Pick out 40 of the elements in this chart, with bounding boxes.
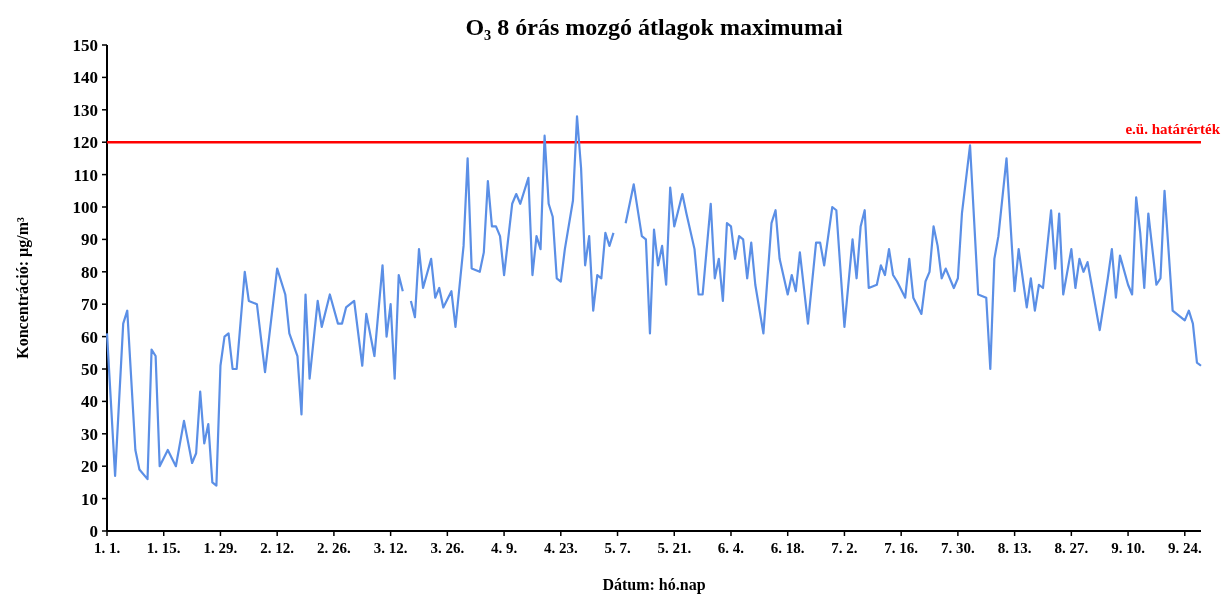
x-tick-label: 4. 9. [490, 540, 518, 556]
y-tick-label: 120 [72, 133, 98, 153]
x-tick-label: 6. 18. [770, 540, 805, 556]
chart-title: O₃ 8 órás mozgó átlagok maximumai [465, 14, 843, 40]
y-tick-label: 60 [81, 327, 98, 347]
x-tick-label: 8. 27. [1054, 540, 1089, 556]
x-tick-label: 6. 4. [717, 540, 745, 556]
y-tick-label: 110 [73, 165, 98, 185]
x-axis-title: Dátum: hó.nap [602, 576, 706, 594]
x-tick-label: 7. 16. [884, 540, 919, 556]
x-tick-label: 4. 23. [543, 540, 578, 556]
y-tick-label: 140 [72, 68, 98, 88]
y-tick-label: 90 [81, 230, 98, 250]
y-tick-label: 70 [81, 295, 98, 315]
x-tick-label: 7. 30. [941, 540, 976, 556]
y-tick-label: 50 [81, 359, 98, 379]
x-tick-label: 2. 12. [260, 540, 295, 556]
y-tick-label: 100 [72, 197, 98, 217]
y-tick-label: 130 [72, 100, 98, 120]
y-axis-title: Koncentráció: µg/m³ [14, 217, 32, 359]
y-tick-label: 80 [81, 262, 98, 282]
y-tick-label: 150 [72, 35, 98, 55]
y-tick-label: 20 [81, 457, 98, 477]
x-tick-label: 1. 1. [93, 540, 121, 556]
x-tick-label: 1. 15. [146, 540, 181, 556]
x-tick-label: 3. 26. [430, 540, 465, 556]
x-tick-label: 3. 12. [373, 540, 408, 556]
x-tick-label: 5. 21. [657, 540, 692, 556]
x-tick-label: 5. 7. [604, 540, 631, 556]
y-tick-label: 30 [81, 424, 98, 444]
ref-line-label: e.ü. határérték [1125, 121, 1221, 138]
x-tick-label: 8. 13. [997, 540, 1032, 556]
y-tick-label: 40 [81, 392, 98, 412]
x-tick-label: 9. 10. [1111, 540, 1146, 556]
x-tick-label: 9. 24. [1167, 540, 1202, 556]
y-tick-label: 10 [81, 489, 98, 509]
x-tick-label: 2. 26. [317, 540, 352, 556]
y-tick-label: 0 [89, 521, 98, 541]
x-tick-label: 7. 2. [831, 540, 858, 556]
x-tick-label: 1. 29. [203, 540, 238, 556]
